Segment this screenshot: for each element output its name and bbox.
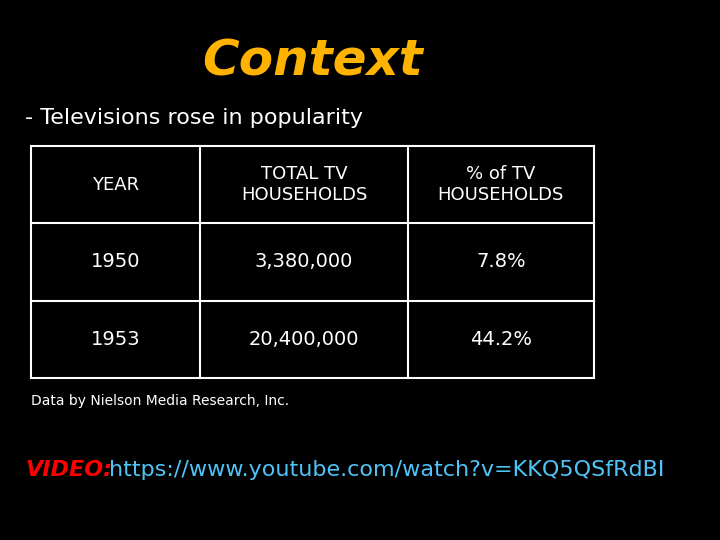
Text: 7.8%: 7.8%: [476, 252, 526, 272]
Text: 20,400,000: 20,400,000: [249, 330, 359, 349]
Text: - Televisions rose in popularity: - Televisions rose in popularity: [25, 108, 363, 128]
Text: TOTAL TV
HOUSEHOLDS: TOTAL TV HOUSEHOLDS: [241, 165, 367, 204]
Text: 1953: 1953: [91, 330, 140, 349]
Text: 3,380,000: 3,380,000: [255, 252, 354, 272]
Text: 44.2%: 44.2%: [470, 330, 532, 349]
Text: % of TV
HOUSEHOLDS: % of TV HOUSEHOLDS: [438, 165, 564, 204]
Text: https://www.youtube.com/watch?v=KKQ5QSfRdBI: https://www.youtube.com/watch?v=KKQ5QSfR…: [109, 460, 665, 480]
Text: VIDEO:: VIDEO:: [25, 460, 112, 480]
Text: YEAR: YEAR: [92, 176, 139, 193]
Text: 1950: 1950: [91, 252, 140, 272]
Text: Context: Context: [202, 38, 423, 86]
Text: Data by Nielson Media Research, Inc.: Data by Nielson Media Research, Inc.: [31, 394, 289, 408]
